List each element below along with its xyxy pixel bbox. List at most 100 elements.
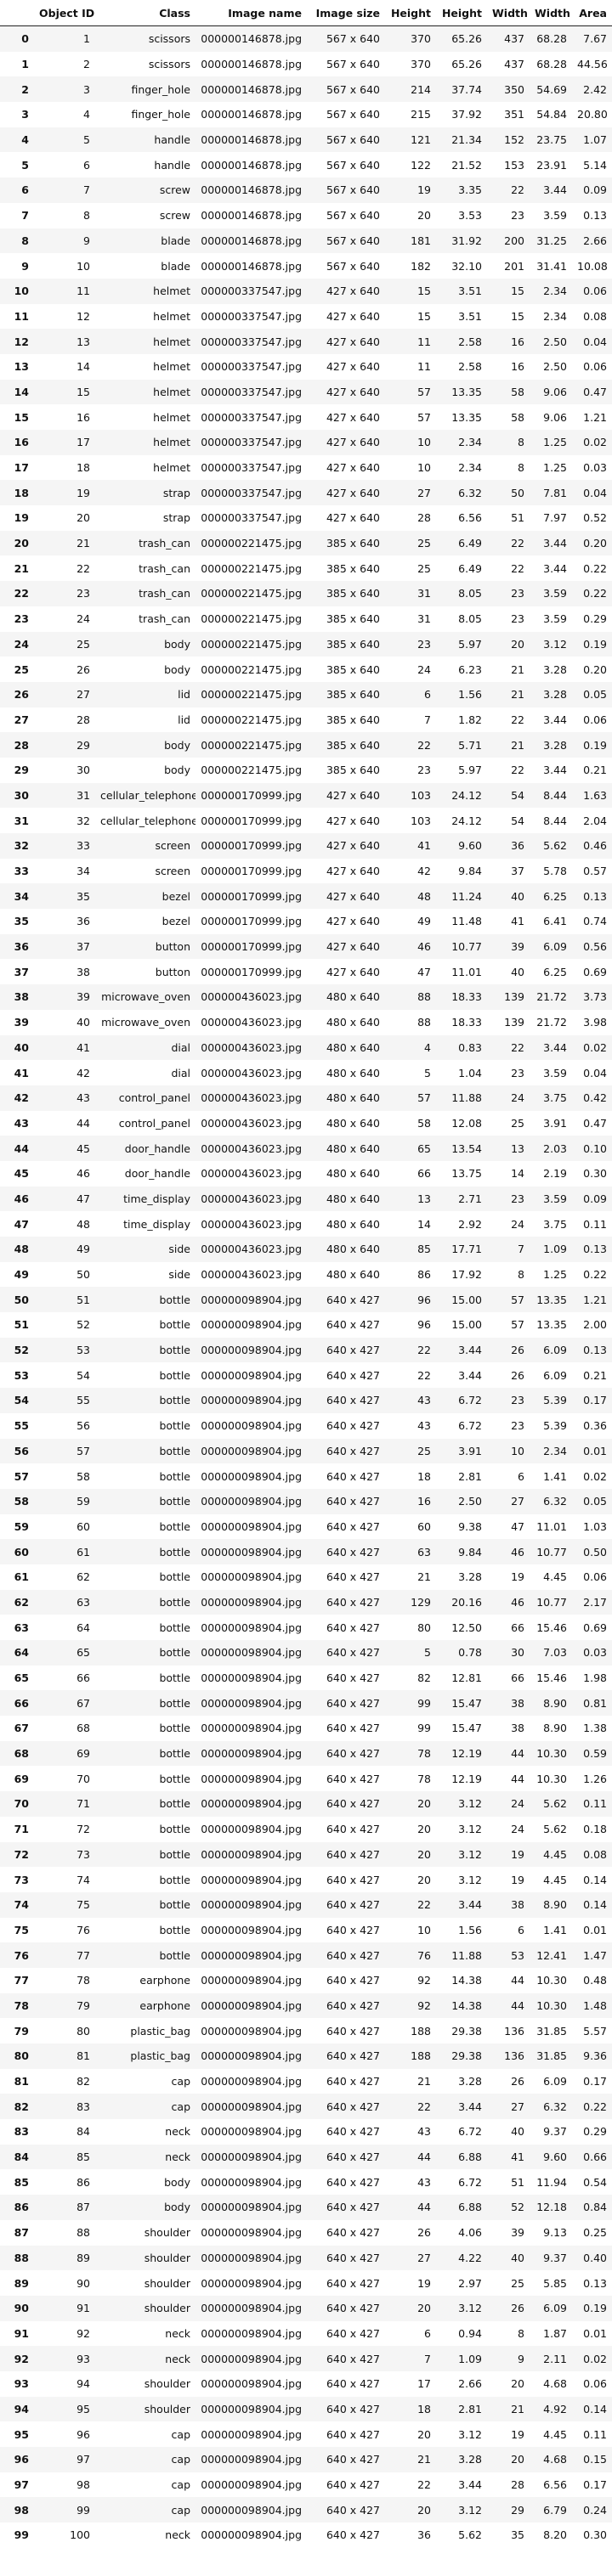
area-cell: 0.19: [583, 637, 607, 651]
area-cell: 0.57: [583, 865, 607, 878]
row-index: 43: [14, 1116, 29, 1130]
width-pct-cell: 12.18: [536, 2201, 567, 2214]
width-pct-cell: 6.09: [543, 2075, 567, 2088]
width-px-cell: 66: [511, 1621, 524, 1634]
row-index: 9: [21, 259, 29, 273]
height-pct-cell: 5.71: [458, 738, 482, 752]
class-cell: earphone: [139, 1998, 190, 2012]
table-row: 38 39 microwave_oven 000000436023.jpg 480 x …: [0, 984, 612, 1010]
area-cell: 0.48: [583, 1974, 607, 1987]
object-id: 44: [76, 1116, 90, 1130]
width-pct-cell: 1.41: [543, 1923, 567, 1936]
class-cell: cap: [171, 2453, 190, 2466]
row-index: 4: [21, 133, 29, 147]
object-id: 91: [76, 2302, 90, 2315]
area-cell: 0.84: [583, 2201, 607, 2214]
image-name-cell: 000000146878.jpg: [201, 32, 302, 46]
height-pct-cell: 8.05: [458, 612, 482, 626]
width-pct-cell: 11.94: [536, 2175, 567, 2189]
width-pct-cell: 3.91: [543, 1116, 567, 1130]
table-row: 23 24 trash_can 000000221475.jpg 385 x 640 31…: [0, 606, 612, 632]
table-row: 44 45 door_handle 000000436023.jpg 480 x 640…: [0, 1136, 612, 1161]
table-row: 97 98 cap 000000098904.jpg 640 x 427 22 3.44 28…: [0, 2472, 612, 2498]
image-name-cell: 000000337547.jpg: [201, 309, 302, 323]
height-pct-cell: 37.74: [451, 82, 482, 96]
height-pct-cell: 3.28: [458, 1570, 482, 1584]
image-size-cell: 640 x 427: [326, 1394, 380, 1407]
area-cell: 1.03: [583, 1519, 607, 1533]
height-px-cell: 25: [417, 1444, 431, 1457]
image-size-cell: 480 x 640: [326, 990, 380, 1004]
area-cell: 0.06: [583, 713, 607, 726]
width-pct-cell: 4.68: [543, 2377, 567, 2391]
area-cell: 0.40: [583, 2251, 607, 2264]
height-px-cell: 92: [417, 1998, 431, 2012]
height-px-cell: 5: [424, 1066, 431, 1079]
image-name-cell: 000000098904.jpg: [201, 1519, 302, 1533]
class-cell: earphone: [139, 1974, 190, 1987]
class-cell: bottle: [159, 1948, 190, 1962]
object-id: 56: [76, 1419, 90, 1433]
class-cell: control_panel: [118, 1091, 190, 1105]
height-px-cell: 60: [417, 1519, 431, 1533]
width-px-cell: 16: [511, 335, 524, 348]
image-name-cell: 000000098904.jpg: [201, 1873, 302, 1886]
area-cell: 0.24: [583, 2503, 607, 2517]
width-pct-cell: 2.34: [543, 1444, 567, 1457]
width-px-cell: 35: [511, 2528, 524, 2542]
image-name-cell: 000000436023.jpg: [201, 1040, 302, 1054]
width-pct-cell: 8.44: [543, 814, 567, 827]
width-px-cell: 9: [518, 2352, 524, 2365]
width-px-cell: 57: [511, 1318, 524, 1332]
object-id: 63: [76, 1595, 90, 1609]
object-id: 94: [76, 2377, 90, 2391]
row-index: 10: [14, 285, 29, 298]
class-cell: bottle: [159, 1570, 190, 1584]
width-pct-cell: 1.87: [543, 2326, 567, 2340]
row-index: 50: [14, 1293, 29, 1306]
width-pct-cell: 3.59: [543, 612, 567, 626]
width-px-cell: 152: [504, 133, 524, 147]
area-cell: 0.22: [583, 587, 607, 600]
row-index: 6: [21, 183, 29, 197]
width-px-cell: 22: [511, 1040, 524, 1054]
object-id: 19: [76, 486, 90, 499]
width-px-cell: 54: [511, 788, 524, 802]
width-pct-cell: 4.45: [543, 1873, 567, 1886]
image-name-cell: 000000098904.jpg: [201, 1974, 302, 1987]
class-cell: bottle: [159, 1495, 190, 1508]
area-cell: 0.14: [583, 1898, 607, 1912]
class-cell: handle: [154, 158, 190, 172]
height-px-cell: 26: [417, 2226, 431, 2240]
height-pct-cell: 3.12: [458, 2503, 482, 2517]
image-size-cell: 640 x 427: [326, 1772, 380, 1785]
table-row: 52 53 bottle 000000098904.jpg 640 x 427 22 3.4…: [0, 1337, 612, 1363]
object-id: 98: [76, 2478, 90, 2492]
height-pct-cell: 5.62: [458, 2528, 482, 2542]
width-pct-cell: 10.30: [536, 1772, 567, 1785]
height-pct-cell: 17.92: [451, 1268, 482, 1282]
width-pct-cell: 6.09: [543, 1368, 567, 1382]
class-cell: shoulder: [144, 2226, 190, 2240]
table-row: 9 10 blade 000000146878.jpg 567 x 640 182 32.1…: [0, 253, 612, 279]
image-name-cell: 000000221475.jpg: [201, 688, 302, 702]
height-px-cell: 80: [417, 1621, 431, 1634]
area-cell: 0.06: [583, 1570, 607, 1584]
width-px-cell: 19: [511, 1570, 524, 1584]
object-id: 26: [76, 662, 90, 676]
object-id: 10: [76, 259, 90, 273]
header-object-id: Object ID: [34, 0, 95, 26]
area-cell: 1.48: [583, 1998, 607, 2012]
class-cell: shoulder: [144, 2302, 190, 2315]
height-pct-cell: 2.92: [458, 1217, 482, 1231]
width-px-cell: 40: [511, 2251, 524, 2264]
width-pct-cell: 11.01: [536, 1519, 567, 1533]
height-pct-cell: 65.26: [451, 32, 482, 46]
width-pct-cell: 6.56: [543, 2478, 567, 2492]
image-name-cell: 000000146878.jpg: [201, 158, 302, 172]
table-row: 34 35 bezel 000000170999.jpg 427 x 640 48 11.2…: [0, 883, 612, 910]
image-size-cell: 640 x 427: [326, 1948, 380, 1962]
width-px-cell: 25: [511, 1116, 524, 1130]
image-name-cell: 000000337547.jpg: [201, 285, 302, 298]
object-id: 6: [83, 158, 90, 172]
